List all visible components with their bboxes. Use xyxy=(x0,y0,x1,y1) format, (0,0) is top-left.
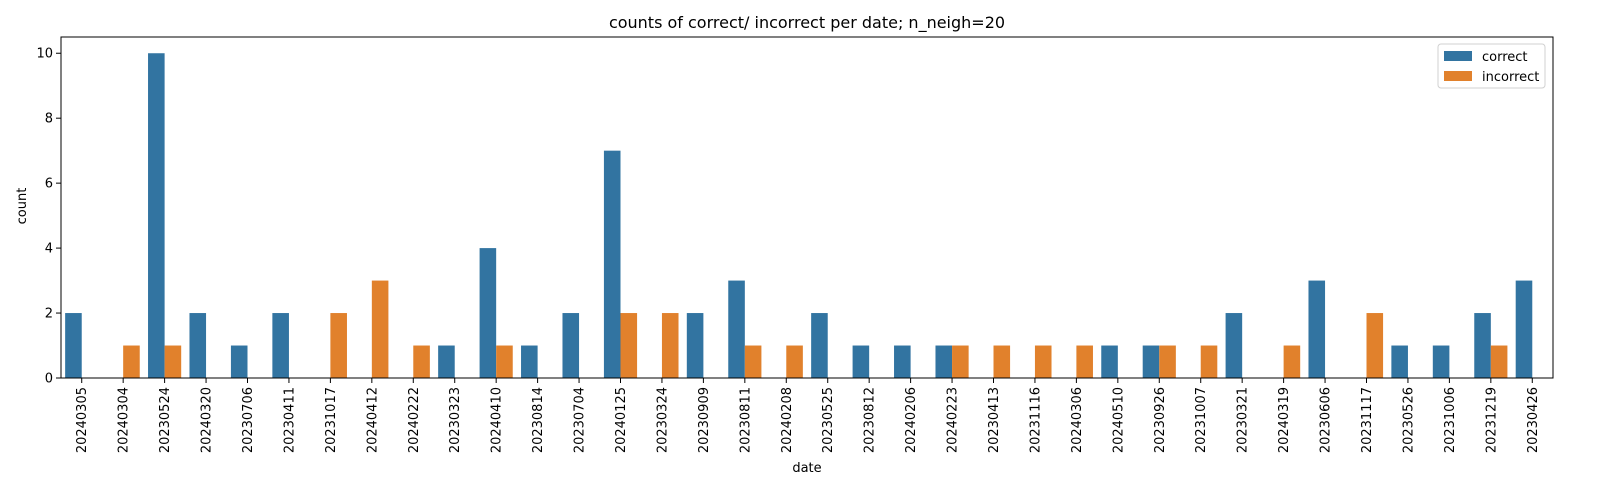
x-tick-label: 20240412 xyxy=(365,387,380,453)
bar-incorrect-20231007 xyxy=(1200,345,1218,378)
bar-correct-20240125 xyxy=(603,150,621,378)
x-tick-label: 20230926 xyxy=(1153,387,1168,453)
chart-title: counts of correct/ incorrect per date; n… xyxy=(609,13,1005,33)
bar-incorrect-20240223 xyxy=(952,345,969,378)
bar-incorrect-20230926 xyxy=(1159,345,1176,378)
bar-incorrect-20230324 xyxy=(661,313,679,378)
bar-correct-20240223 xyxy=(935,345,953,378)
x-tick-label: 20240319 xyxy=(1277,387,1292,453)
y-tick-label: 10 xyxy=(36,47,53,62)
x-tick-label: 20230525 xyxy=(821,387,836,453)
x-tick-label: 20240206 xyxy=(904,387,919,453)
x-tick-label: 20230411 xyxy=(282,387,297,453)
bar-correct-20230411 xyxy=(272,313,289,378)
plot-area: 0 2 4 6 8 10 20240305 20240304 20230524 20240320 2… xyxy=(36,36,1554,453)
bar-incorrect-20231219 xyxy=(1490,345,1508,378)
x-tick-label: 20230706 xyxy=(241,387,256,453)
bar-incorrect-20240222 xyxy=(413,345,430,378)
bar-incorrect-20240412 xyxy=(371,280,389,378)
bar-incorrect-20240208 xyxy=(786,345,803,378)
y-tick-label: 4 xyxy=(45,242,53,257)
x-tick-label: 20230321 xyxy=(1236,387,1251,453)
y-tick-label: 2 xyxy=(45,307,53,322)
x-tick-label: 20230324 xyxy=(655,387,670,453)
x-tick-label: 20230811 xyxy=(738,387,753,453)
y-axis-label: count xyxy=(15,188,30,225)
bar-incorrect-20231117 xyxy=(1366,313,1384,378)
bar-correct-20230524 xyxy=(148,53,165,378)
x-tick-label: 20240222 xyxy=(407,387,422,453)
x-tick-label: 20230704 xyxy=(573,387,588,453)
x-tick-label: 20240320 xyxy=(200,387,215,453)
bar-incorrect-20230524 xyxy=(164,345,182,378)
bar-correct-20230526 xyxy=(1391,345,1408,378)
bar-correct-20230704 xyxy=(562,313,580,378)
bar-correct-20240305 xyxy=(65,313,82,378)
bar-correct-20230606 xyxy=(1308,280,1326,378)
x-tick-label: 20230606 xyxy=(1319,387,1334,453)
x-tick-label: 20240305 xyxy=(75,387,90,453)
x-tick-label: 20230814 xyxy=(531,387,546,453)
x-tick-label: 20240510 xyxy=(1111,387,1126,453)
bar-correct-20231006 xyxy=(1432,345,1450,378)
bar-correct-20230426 xyxy=(1515,280,1533,378)
bar-incorrect-20230811 xyxy=(744,345,762,378)
bar-correct-20231219 xyxy=(1474,313,1491,378)
bar-incorrect-20240319 xyxy=(1283,345,1301,378)
x-tick-label: 20231017 xyxy=(324,387,339,453)
x-tick-label: 20230526 xyxy=(1401,387,1416,453)
bar-correct-20240206 xyxy=(894,345,911,378)
x-tick-label: 20230909 xyxy=(697,387,712,453)
x-tick-label: 20230323 xyxy=(448,387,463,453)
x-tick-label: 20231219 xyxy=(1484,387,1499,453)
bar-correct-20240510 xyxy=(1101,345,1118,378)
bar-correct-20240320 xyxy=(189,313,207,378)
bar-correct-20230323 xyxy=(438,345,455,378)
bar-incorrect-20240306 xyxy=(1076,345,1093,378)
bar-correct-20230909 xyxy=(686,313,704,378)
x-tick-label: 20231007 xyxy=(1194,387,1209,453)
legend: correct incorrect xyxy=(1437,43,1546,89)
legend-label-incorrect: incorrect xyxy=(1482,70,1539,85)
x-tick-label: 20231117 xyxy=(1360,387,1375,453)
x-tick-label: 20230413 xyxy=(987,387,1002,453)
plot-frame xyxy=(60,36,1554,379)
x-tick-label: 20230524 xyxy=(158,387,173,453)
bar-incorrect-20240304 xyxy=(123,345,140,378)
y-tick-label: 0 xyxy=(45,372,53,387)
x-tick-label: 20240306 xyxy=(1070,387,1085,453)
legend-swatch-incorrect xyxy=(1444,71,1472,81)
x-tick-label: 20240223 xyxy=(946,387,961,453)
x-tick-label: 20240304 xyxy=(117,387,132,453)
legend-swatch-correct xyxy=(1444,51,1472,61)
y-tick-label: 8 xyxy=(45,112,53,127)
x-tick-label: 20240208 xyxy=(780,387,795,453)
x-tick-label: 20230812 xyxy=(863,387,878,453)
x-tick-label: 20240125 xyxy=(614,387,629,453)
x-tick-label: 20240410 xyxy=(490,387,505,453)
x-tick-label: 20231006 xyxy=(1443,387,1458,453)
bar-correct-20230706 xyxy=(230,345,248,378)
bar-incorrect-20240125 xyxy=(620,313,638,378)
bar-incorrect-20230413 xyxy=(993,345,1011,378)
bar-correct-20230926 xyxy=(1142,345,1160,378)
legend-label-correct: correct xyxy=(1482,50,1528,65)
bar-correct-20230814 xyxy=(521,345,538,378)
bar-correct-20230811 xyxy=(728,280,745,378)
bar-incorrect-20240410 xyxy=(496,345,513,378)
bar-correct-20230812 xyxy=(852,345,870,378)
x-tick-label: 20230426 xyxy=(1526,387,1541,453)
x-tick-label: 20231116 xyxy=(1028,387,1043,453)
bar-incorrect-20231017 xyxy=(330,313,347,378)
bar-incorrect-20231116 xyxy=(1034,345,1052,378)
bar-correct-20230321 xyxy=(1225,313,1243,378)
y-tick-label: 6 xyxy=(45,177,53,192)
bar-correct-20240410 xyxy=(479,248,497,378)
x-axis-label: date xyxy=(792,461,821,476)
bar-correct-20230525 xyxy=(811,313,828,378)
